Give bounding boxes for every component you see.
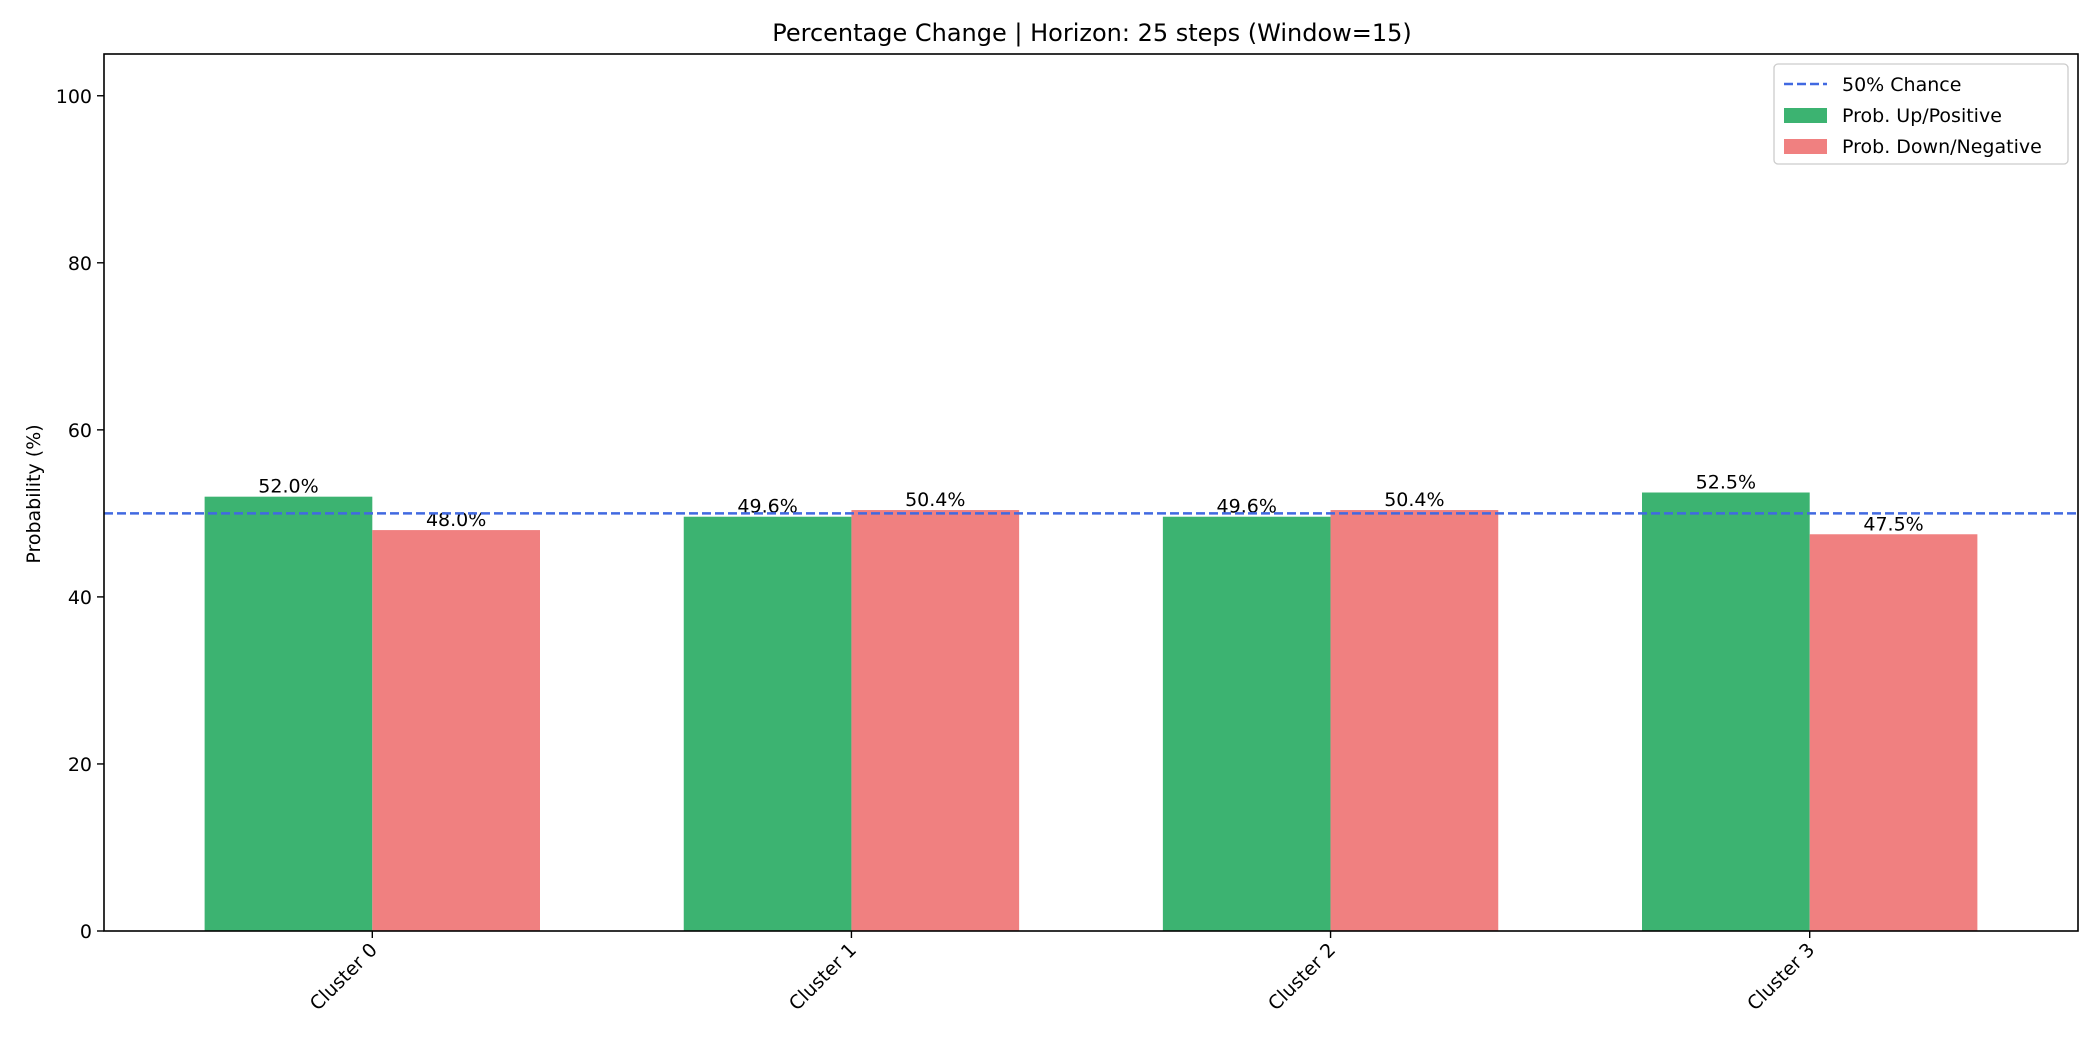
legend-box	[1773, 63, 2069, 165]
data-label: 52.0%	[258, 476, 318, 498]
legend-label-50-chance: 50% Chance	[1842, 74, 1961, 96]
y-tick-label: 20	[68, 754, 92, 776]
y-tick-label: 60	[68, 420, 92, 442]
x-tick-label-cluster-2: Cluster 2	[1264, 939, 1340, 1015]
bar-prob-up-positive-cluster-3	[1642, 492, 1810, 931]
plot-frame	[103, 53, 2079, 932]
bar-prob-up-positive-cluster-2	[1162, 516, 1331, 931]
bar-prob-up-positive-cluster-0	[204, 496, 373, 931]
bar-prob-down-negative-cluster-3	[1809, 534, 1978, 931]
x-tick-label-cluster-1: Cluster 1	[785, 939, 861, 1015]
bar-prob-up-positive-cluster-1	[683, 516, 852, 931]
y-tick-label: 0	[80, 921, 92, 943]
legend-swatch-prob-down-negative	[1784, 139, 1827, 154]
data-label: 50.4%	[905, 489, 965, 511]
data-label: 50.4%	[1384, 489, 1444, 511]
bar-prob-down-negative-cluster-2	[1330, 510, 1499, 931]
bar-prob-down-negative-cluster-1	[851, 510, 1020, 931]
y-tick-label: 80	[68, 253, 92, 275]
x-tick-label-cluster-0: Cluster 0	[306, 939, 382, 1015]
data-label: 47.5%	[1863, 513, 1923, 535]
legend: 50% Chance Prob. Up/Positive Prob. Down/Ne…	[1773, 63, 2069, 165]
y-tick-label: 40	[68, 587, 92, 609]
data-label: 48.0%	[426, 509, 486, 531]
bar-prob-down-negative-cluster-0	[372, 530, 540, 931]
legend-label-prob-down-negative: Prob. Down/Negative	[1842, 136, 2042, 158]
data-label: 52.5%	[1696, 472, 1756, 494]
chart-title: Percentage Change | Horizon: 25 steps (W…	[772, 19, 1412, 47]
plot-area: 52.0%49.6% 49.6%52.5%48.0%50.4% 50.4%47.5%…	[56, 53, 2079, 1015]
y-axis-label: Probability (%)	[23, 424, 45, 563]
y-tick-label: 100	[56, 86, 92, 108]
x-tick-label-cluster-3: Cluster 3	[1743, 939, 1819, 1015]
legend-label-prob-up-positive: Prob. Up/Positive	[1842, 105, 2002, 127]
legend-swatch-prob-up-positive	[1784, 108, 1827, 123]
